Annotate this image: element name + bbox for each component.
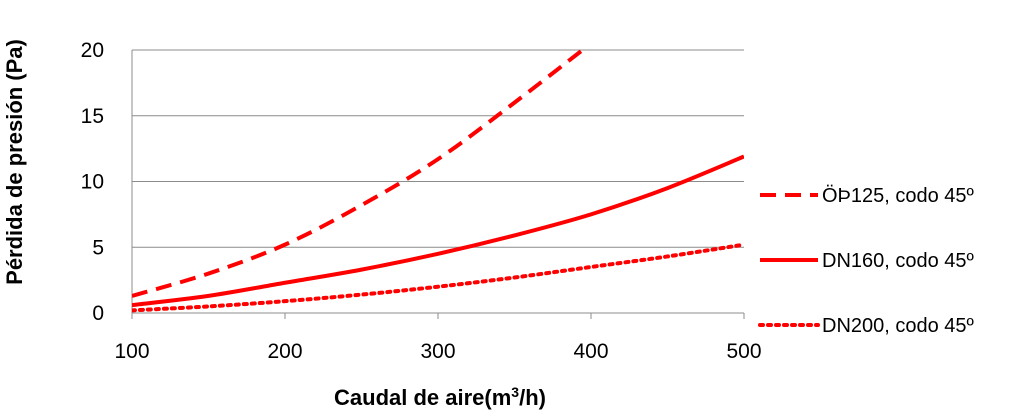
x-tick-label: 200 <box>267 340 302 363</box>
legend-label-3: DN200, codo 45º <box>822 315 975 337</box>
x-axis-title-main: Caudal de aire(m <box>334 385 511 410</box>
y-tick-label: 5 <box>92 236 104 259</box>
series-line-2 <box>132 154 744 308</box>
grid <box>131 49 745 319</box>
x-axis-title-superscript: 3 <box>511 384 519 400</box>
series-lines <box>132 50 744 313</box>
x-tick-label: 300 <box>420 340 455 363</box>
x-tick-label: 100 <box>114 340 149 363</box>
legend-label-1: ÖÞ125, codo 45º <box>822 185 975 207</box>
series-line-1 <box>132 50 586 298</box>
x-tick-label: 400 <box>573 340 608 363</box>
series-line-3 <box>132 242 744 313</box>
y-tick-label: 15 <box>81 105 104 128</box>
y-tick-label: 10 <box>81 171 104 194</box>
x-tick-label: 500 <box>726 340 761 363</box>
legend-label-2: DN160, codo 45º <box>822 250 975 272</box>
y-tick-label: 0 <box>92 302 104 325</box>
tick-labels: 0 5 10 15 20 100 200 300 400 500 <box>81 39 762 363</box>
x-axis-title-end: /h) <box>519 385 546 410</box>
legend: ÖÞ125, codo 45º DN160, codo 45º DN200, cod… <box>758 185 975 337</box>
y-axis-title: Pérdida de presión (Pa) <box>2 39 27 285</box>
x-axis-title: Caudal de aire(m3/h) <box>334 384 546 410</box>
y-tick-label: 20 <box>81 39 104 62</box>
